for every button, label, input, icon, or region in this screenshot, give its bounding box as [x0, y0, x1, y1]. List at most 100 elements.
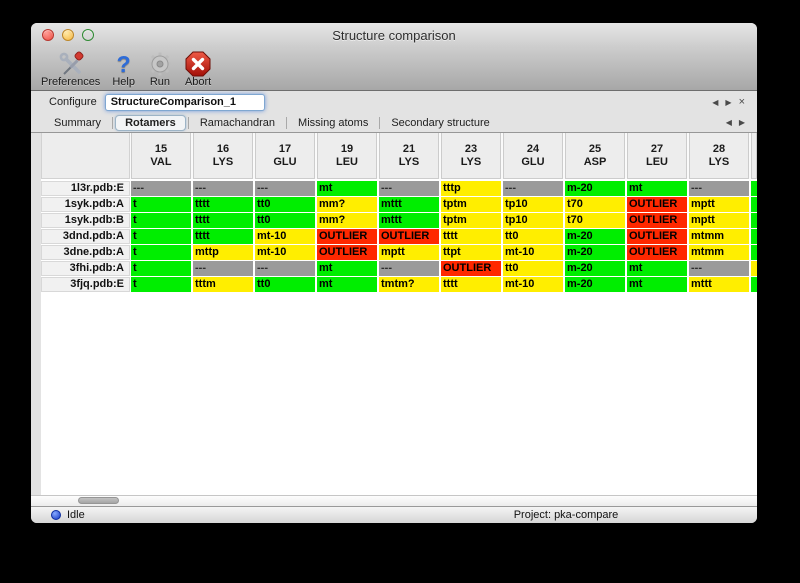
- horizontal-scrollbar[interactable]: [31, 495, 757, 506]
- row-label[interactable]: 1syk.pdb:A: [41, 197, 130, 212]
- rotamer-cell[interactable]: ttpt: [441, 245, 501, 260]
- rotamer-cell[interactable]: mtmm: [689, 229, 749, 244]
- rotamer-cell[interactable]: mt: [627, 261, 687, 276]
- rotamer-cell[interactable]: ---: [379, 261, 439, 276]
- row-label[interactable]: 3dne.pdb:A: [41, 245, 130, 260]
- rotamer-cell[interactable]: tt0: [255, 213, 315, 228]
- rotamer-cell[interactable]: mm?: [317, 213, 377, 228]
- rotamer-cell[interactable]: mttt: [689, 277, 749, 292]
- rotamer-cell[interactable]: ---: [255, 181, 315, 196]
- rotamer-cell[interactable]: ---: [193, 181, 253, 196]
- toolbar-preferences-button[interactable]: Preferences: [41, 51, 100, 88]
- rotamer-cell[interactable]: t: [131, 197, 191, 212]
- rotamer-cell[interactable]: OUTLIER: [441, 261, 501, 276]
- scrollbar-thumb[interactable]: [78, 497, 119, 504]
- rotamer-cell[interactable]: ---: [193, 261, 253, 276]
- rotamer-cell[interactable]: OUTLIER: [317, 245, 377, 260]
- rotamer-cell[interactable]: ---: [689, 181, 749, 196]
- rotamer-cell[interactable]: mptt: [689, 197, 749, 212]
- row-label[interactable]: 1syk.pdb:B: [41, 213, 130, 228]
- rotamer-cell[interactable]: tt0: [503, 229, 563, 244]
- toolbar-run-button[interactable]: Run: [147, 51, 173, 88]
- rotamer-cell[interactable]: mt-10: [255, 245, 315, 260]
- rotamer-cell[interactable]: mttt: [379, 213, 439, 228]
- rotamer-cell[interactable]: mt-10: [503, 277, 563, 292]
- rotamer-cell[interactable]: ---: [131, 181, 191, 196]
- rotamer-cell[interactable]: OUTLIER: [379, 229, 439, 244]
- tab-ramachandran[interactable]: Ramachandran: [199, 116, 276, 129]
- configure-name-input[interactable]: [104, 93, 265, 111]
- rotamer-cell[interactable]: t70: [565, 197, 625, 212]
- rotamer-cell[interactable]: mttt: [379, 197, 439, 212]
- rotamer-cell[interactable]: m-20: [565, 181, 625, 196]
- rotamer-cell[interactable]: mptt: [689, 213, 749, 228]
- rotamer-cell[interactable]: tptm: [441, 213, 501, 228]
- rotamer-cell[interactable]: mt: [317, 181, 377, 196]
- prev-arrow-icon[interactable]: ◀: [712, 97, 719, 107]
- next-arrow-icon[interactable]: ▶: [738, 118, 745, 127]
- zoom-window-button[interactable]: [82, 29, 94, 41]
- prev-arrow-icon[interactable]: ◀: [725, 118, 732, 127]
- column-header-15-val[interactable]: 15 VAL: [131, 133, 191, 179]
- rotamer-cell[interactable]: OUTLIER: [317, 229, 377, 244]
- rotamer-cell[interactable]: m-20: [565, 261, 625, 276]
- tab-secondary-structure[interactable]: Secondary structure: [391, 116, 490, 129]
- close-window-button[interactable]: [42, 29, 54, 41]
- rotamer-cell[interactable]: tptm: [441, 197, 501, 212]
- rotamer-cell[interactable]: tttt: [441, 229, 501, 244]
- column-header-28-lys[interactable]: 28 LYS: [689, 133, 749, 179]
- toolbar-help-button[interactable]: ? Help: [112, 51, 135, 88]
- rotamer-cell[interactable]: tt0: [255, 197, 315, 212]
- next-arrow-icon[interactable]: ▶: [725, 97, 732, 107]
- column-header-21-lys[interactable]: 21 LYS: [379, 133, 439, 179]
- row-label[interactable]: 3fjq.pdb:E: [41, 277, 130, 292]
- toolbar-abort-button[interactable]: Abort: [185, 51, 211, 88]
- rotamer-cell[interactable]: tttp: [441, 181, 501, 196]
- rotamer-cell[interactable]: t70: [565, 213, 625, 228]
- rotamer-cell[interactable]: ---: [689, 261, 749, 276]
- rotamer-cell[interactable]: mt-10: [503, 245, 563, 260]
- tab-rotamers[interactable]: Rotamers: [115, 114, 186, 131]
- rotamer-cell[interactable]: t: [131, 229, 191, 244]
- rotamer-cell[interactable]: t: [131, 261, 191, 276]
- column-header-16-lys[interactable]: 16 LYS: [193, 133, 253, 179]
- rotamer-cell[interactable]: m-20: [565, 245, 625, 260]
- rotamer-cell[interactable]: tttt: [441, 277, 501, 292]
- rotamer-cell[interactable]: m-20: [565, 229, 625, 244]
- rotamer-cell[interactable]: mt: [627, 277, 687, 292]
- minimize-window-button[interactable]: [62, 29, 74, 41]
- rotamer-cell[interactable]: mtmm: [689, 245, 749, 260]
- tab-summary[interactable]: Summary: [54, 116, 102, 129]
- rotamer-cell[interactable]: ---: [503, 181, 563, 196]
- rotamer-cell[interactable]: OUTLIER: [627, 229, 687, 244]
- rotamer-cell[interactable]: mt: [317, 261, 377, 276]
- rotamer-cell[interactable]: m-20: [565, 277, 625, 292]
- tab-missing-atoms[interactable]: Missing atoms: [298, 116, 369, 129]
- column-header-25-asp[interactable]: 25 ASP: [565, 133, 625, 179]
- row-label[interactable]: 3fhi.pdb:A: [41, 261, 130, 276]
- rotamer-cell[interactable]: tp10: [503, 197, 563, 212]
- column-header-23-lys[interactable]: 23 LYS: [441, 133, 501, 179]
- rotamer-cell[interactable]: tp10: [503, 213, 563, 228]
- rotamer-cell[interactable]: tmtm?: [379, 277, 439, 292]
- rotamer-cell[interactable]: mt: [317, 277, 377, 292]
- rotamer-cell[interactable]: tttt: [193, 197, 253, 212]
- rotamer-cell[interactable]: OUTLIER: [627, 213, 687, 228]
- title-bar[interactable]: Structure comparison: [31, 23, 757, 47]
- column-header-27-leu[interactable]: 27 LEU: [627, 133, 687, 179]
- rotamer-cell[interactable]: tttt: [193, 213, 253, 228]
- rotamer-cell[interactable]: mttp: [193, 245, 253, 260]
- close-icon[interactable]: ×: [738, 96, 745, 108]
- rotamer-cell[interactable]: tttt: [193, 229, 253, 244]
- rotamer-cell[interactable]: mm?: [317, 197, 377, 212]
- rotamer-cell[interactable]: mt-10: [255, 229, 315, 244]
- row-label[interactable]: 1l3r.pdb:E: [41, 181, 130, 196]
- rotamer-cell[interactable]: tt0: [255, 277, 315, 292]
- rotamer-cell[interactable]: mt: [627, 181, 687, 196]
- rotamer-cell[interactable]: ---: [255, 261, 315, 276]
- column-header-17-glu[interactable]: 17 GLU: [255, 133, 315, 179]
- rotamer-cell[interactable]: OUTLIER: [627, 245, 687, 260]
- rotamer-cell[interactable]: t: [131, 213, 191, 228]
- rotamer-cell[interactable]: t: [131, 277, 191, 292]
- rotamer-cell[interactable]: tt0: [503, 261, 563, 276]
